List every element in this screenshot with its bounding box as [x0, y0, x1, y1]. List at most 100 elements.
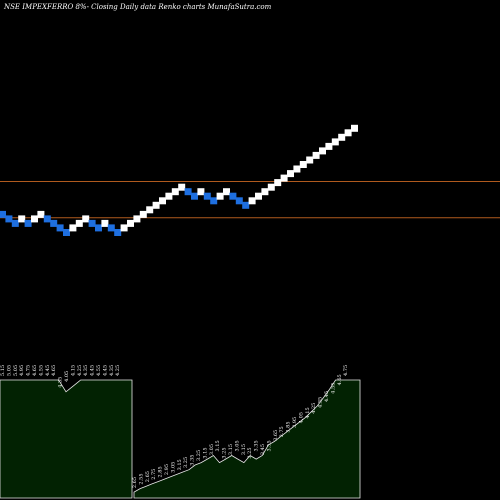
renko-brick-up [338, 133, 346, 141]
volume-label: 3.15 [177, 459, 183, 470]
volume-label: 4.15 [305, 407, 311, 418]
volume-label: 4.25 [311, 403, 317, 414]
volume-label: 4.35 [318, 397, 324, 408]
volume-label: 3.25 [183, 457, 189, 468]
renko-brick-down [63, 229, 70, 236]
renko-brick-up [331, 138, 339, 146]
renko-brick-up [37, 210, 45, 218]
volume-label: 4.55 [38, 365, 44, 376]
chart-title: NSE IMPEXFERRO 8%- Closing Daily data Re… [3, 3, 272, 11]
volume-label: 4.65 [51, 365, 57, 376]
renko-brick-down [107, 224, 115, 232]
renko-brick-up [101, 219, 109, 227]
renko-brick-down [5, 215, 13, 223]
renko-brick-up [69, 224, 77, 232]
volume-label: 4.25 [77, 365, 83, 376]
volume-label: 4.05 [64, 371, 70, 382]
volume-label: 3.65 [273, 430, 279, 441]
renko-brick-down [114, 229, 122, 236]
volume-label: 4.25 [115, 365, 121, 376]
renko-brick-down [191, 192, 198, 200]
renko-brick-up [287, 170, 294, 178]
volume-label: 4.65 [337, 374, 343, 385]
volume-label: 4.05 [298, 412, 304, 423]
renko-brick-up [280, 174, 288, 182]
renko-brick-down [88, 219, 96, 227]
renko-brick-down [210, 197, 218, 205]
volume-label: 5.15 [0, 365, 6, 376]
volume-label: 3.05 [234, 440, 240, 451]
renko-brick-down [56, 224, 64, 232]
renko-brick-down [0, 210, 6, 218]
renko-brick-up [120, 224, 128, 232]
renko-brick-up [146, 206, 154, 214]
volume-label: 4.55 [330, 383, 336, 394]
renko-brick-up [248, 197, 256, 205]
volume-label: 4.95 [19, 365, 25, 376]
renko-brick-up [319, 147, 326, 155]
volume-label: 3.25 [247, 447, 253, 458]
volume-label: 3.35 [190, 455, 196, 466]
renko-brick-up [159, 197, 166, 205]
volume-labels: 5.15 5.05 5.05 4.95 4.75 4.65 4.55 4.45 4.654.35… [0, 365, 349, 488]
renko-brick-up [18, 215, 26, 223]
renko-bricks [0, 124, 358, 236]
volume-label: 4.45 [324, 391, 330, 402]
volume-label: 3.15 [228, 444, 234, 455]
volume-label: 4.65 [32, 365, 38, 376]
renko-brick-up [351, 124, 358, 132]
renko-brick-up [165, 192, 173, 200]
renko-brick-up [127, 219, 134, 227]
volume-area-left [0, 379, 133, 499]
renko-brick-down [24, 219, 32, 227]
renko-brick-down [95, 224, 102, 232]
renko-brick-up [75, 219, 83, 227]
volume-label: 4.45 [90, 365, 96, 376]
volume-label: 2.95 [164, 464, 170, 475]
renko-brick-up [171, 188, 179, 196]
volume-label: 3.15 [202, 447, 208, 458]
volume-label: 3.75 [279, 426, 285, 437]
renko-brick-up [325, 142, 333, 150]
renko-brick-up [178, 183, 186, 191]
volume-label: 2.65 [145, 471, 151, 482]
volume-label: 5.05 [13, 365, 19, 376]
volume-label: 3.95 [292, 417, 298, 428]
renko-brick-up [274, 179, 282, 187]
volume-label: 3.05 [170, 462, 176, 473]
renko-brick-up [344, 129, 352, 137]
volume-label: 2.65 [132, 477, 138, 488]
volume-label: 4.35 [109, 365, 115, 376]
volume-label: 4.55 [96, 365, 102, 376]
volume-area-right [133, 379, 361, 499]
volume-label: 4.35 [83, 365, 89, 376]
renko-brick-down [242, 201, 250, 209]
volume-label: 2.75 [151, 469, 157, 480]
volume-label: 5.05 [6, 365, 12, 376]
volume-label: 4.45 [102, 365, 108, 376]
renko-brick-up [312, 151, 320, 159]
renko-brick-down [43, 215, 51, 223]
renko-brick-up [255, 192, 262, 200]
volume-label: 4.45 [45, 365, 51, 376]
renko-brick-down [184, 188, 192, 196]
renko-brick-up [267, 183, 275, 191]
volume-label: 3.85 [286, 421, 292, 432]
renko-brick-up [306, 156, 314, 164]
volume-label: 3.45 [260, 444, 266, 455]
renko-brick-up [139, 210, 147, 218]
renko-brick-up [261, 188, 269, 196]
volume-label: 2.55 [138, 473, 144, 484]
renko-brick-down [235, 197, 243, 205]
renko-brick-up [293, 165, 301, 173]
volume-label: 4.15 [70, 365, 76, 376]
renko-brick-up [152, 201, 160, 209]
volume-label: 3.05 [209, 444, 215, 455]
renko-brick-up [31, 215, 38, 223]
volume-label: 3.25 [196, 450, 202, 461]
renko-brick-up [82, 215, 90, 223]
renko-brick-down [203, 192, 211, 200]
volume-label: 2.85 [158, 466, 164, 477]
volume-label: 3.15 [241, 444, 247, 455]
